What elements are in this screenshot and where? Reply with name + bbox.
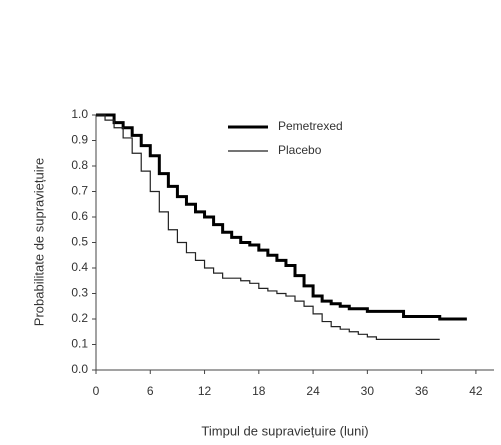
y-tick-label: 0.4 <box>71 260 88 274</box>
y-tick-label: 0.2 <box>71 311 88 325</box>
x-tick-label: 12 <box>198 384 212 398</box>
x-tick-label: 42 <box>469 384 483 398</box>
survival-curve <box>96 113 467 321</box>
y-tick-label: 0.5 <box>71 235 88 249</box>
y-tick-label: 0.0 <box>71 362 88 376</box>
x-tick-label: 0 <box>93 384 100 398</box>
y-tick-label: 0.3 <box>71 286 88 300</box>
y-tick-label: 0.9 <box>71 133 88 147</box>
legend-label: Pemetrexed <box>278 119 343 133</box>
survival-curve <box>96 114 440 340</box>
x-tick-label: 6 <box>147 384 154 398</box>
legend-label: Placebo <box>278 143 322 157</box>
x-tick-label: 24 <box>306 384 320 398</box>
y-axis-title: Probabilitate de supraviețuire <box>31 158 46 326</box>
y-tick-label: 0.7 <box>71 184 88 198</box>
x-tick-label: 18 <box>252 384 266 398</box>
y-tick-label: 1.0 <box>71 107 88 121</box>
x-tick-label: 36 <box>415 384 429 398</box>
y-tick-label: 0.1 <box>71 337 88 351</box>
y-tick-label: 0.8 <box>71 158 88 172</box>
y-tick-label: 0.6 <box>71 209 88 223</box>
x-axis-title: Timpul de supraviețuire (luni) <box>201 423 368 438</box>
x-tick-label: 30 <box>361 384 375 398</box>
